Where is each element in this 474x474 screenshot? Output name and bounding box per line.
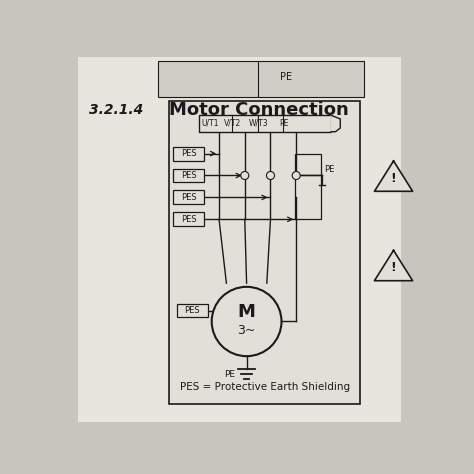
Bar [199, 115, 331, 132]
Circle shape [266, 172, 274, 180]
Bar [173, 169, 204, 182]
Bar [173, 191, 204, 204]
Circle shape [292, 172, 300, 180]
Text: W/T3: W/T3 [249, 119, 269, 128]
Polygon shape [374, 161, 413, 191]
Text: PES: PES [181, 193, 197, 202]
Text: !: ! [391, 261, 396, 274]
Bar [173, 212, 204, 226]
Text: PE: PE [280, 72, 292, 82]
Bar [169, 100, 360, 404]
Text: PES: PES [181, 171, 197, 180]
Text: 3.2.1.4: 3.2.1.4 [89, 103, 143, 117]
Bar [158, 61, 364, 97]
Text: Motor Connection: Motor Connection [169, 101, 349, 119]
Text: M: M [237, 303, 255, 321]
Text: PE: PE [324, 164, 334, 173]
Text: V/T2: V/T2 [224, 119, 242, 128]
Text: PES: PES [181, 149, 197, 158]
Text: PES: PES [184, 306, 200, 315]
Bar [295, 154, 321, 175]
Circle shape [241, 172, 249, 180]
Text: 3~: 3~ [237, 324, 256, 337]
Bar [295, 175, 321, 219]
Polygon shape [331, 115, 340, 132]
Text: !: ! [391, 172, 396, 184]
Bar [78, 57, 401, 422]
Bar [173, 146, 204, 161]
Text: PE: PE [280, 119, 289, 128]
Text: PES = Protective Earth Shielding: PES = Protective Earth Shielding [180, 382, 350, 392]
Text: PES: PES [181, 215, 197, 224]
Text: U/T1: U/T1 [201, 119, 219, 128]
Text: PE: PE [225, 370, 236, 379]
Polygon shape [374, 250, 413, 281]
Circle shape [212, 287, 282, 356]
Bar [177, 304, 208, 318]
